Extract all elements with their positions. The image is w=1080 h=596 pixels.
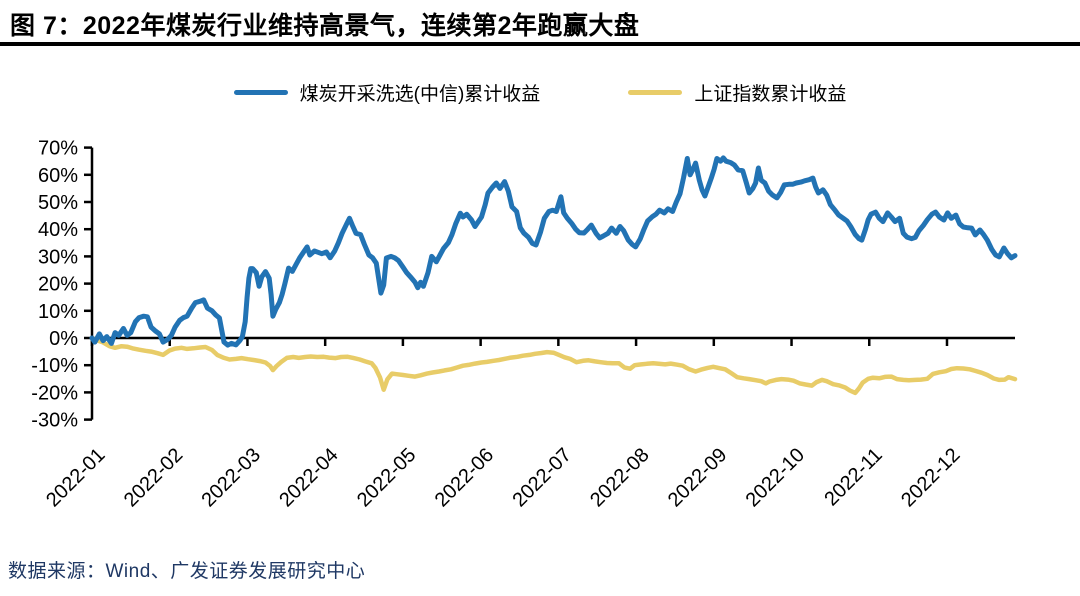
y-axis-label: 0% [49,328,78,350]
y-axis-label: 30% [38,246,78,268]
y-axis-label: 40% [38,219,78,241]
x-axis-label: 2022-11 [820,444,886,510]
x-axis-label: 2022-01 [42,444,109,511]
chart-title: 图 7：2022年煤炭行业维持高景气，连续第2年跑赢大盘 [10,12,640,40]
y-axis-label: 60% [38,165,78,187]
x-axis-label: 2022-03 [198,444,265,511]
coal-line-swatch [233,89,288,95]
x-axis-label: 2022-10 [742,444,809,511]
y-axis-label: 20% [38,274,78,296]
x-axis-label: 2022-06 [431,444,498,511]
x-axis-label: 2022-04 [275,444,342,511]
legend-item-coal: 煤炭开采洗选(中信)累计收益 [233,79,541,106]
y-axis-label: 10% [38,301,78,323]
chart-canvas: 70% 60% 50% 40% 30% 20% 10% 0% -10% -20% -30% 2022-… [31,138,1018,511]
y-axis-label: 50% [38,192,78,214]
legend-item-index: 上证指数累计收益 [628,79,846,106]
chart-legend: 煤炭开采洗选(中信)累计收益 上证指数累计收益 [0,76,1080,108]
coal-legend-label: 煤炭开采洗选(中信)累计收益 [299,83,541,105]
y-axis-label: -30% [31,410,78,432]
x-axis-label: 2022-02 [120,444,187,511]
line-chart: 70% 60% 50% 40% 30% 20% 10% 0% -10% -20% -30% 2022-… [0,120,1080,520]
x-axis-label: 2022-08 [586,444,653,511]
index-legend-label: 上证指数累计收益 [694,83,847,105]
x-axis-label: 2022-09 [664,444,731,511]
y-axis-label: -10% [31,355,78,377]
y-axis-label: 70% [38,138,78,160]
x-axis-label: 2022-05 [353,444,420,511]
index-series-line [89,335,1018,396]
title-underline [0,42,1080,46]
x-axis-label: 2022-12 [897,444,964,511]
coal-series-line [89,155,1018,348]
data-source-note: 数据来源：Wind、广发证券发展研究中心 [8,561,366,582]
index-line-swatch [628,89,683,95]
y-axis-label: -20% [31,382,78,404]
x-axis-label: 2022-07 [508,444,575,511]
